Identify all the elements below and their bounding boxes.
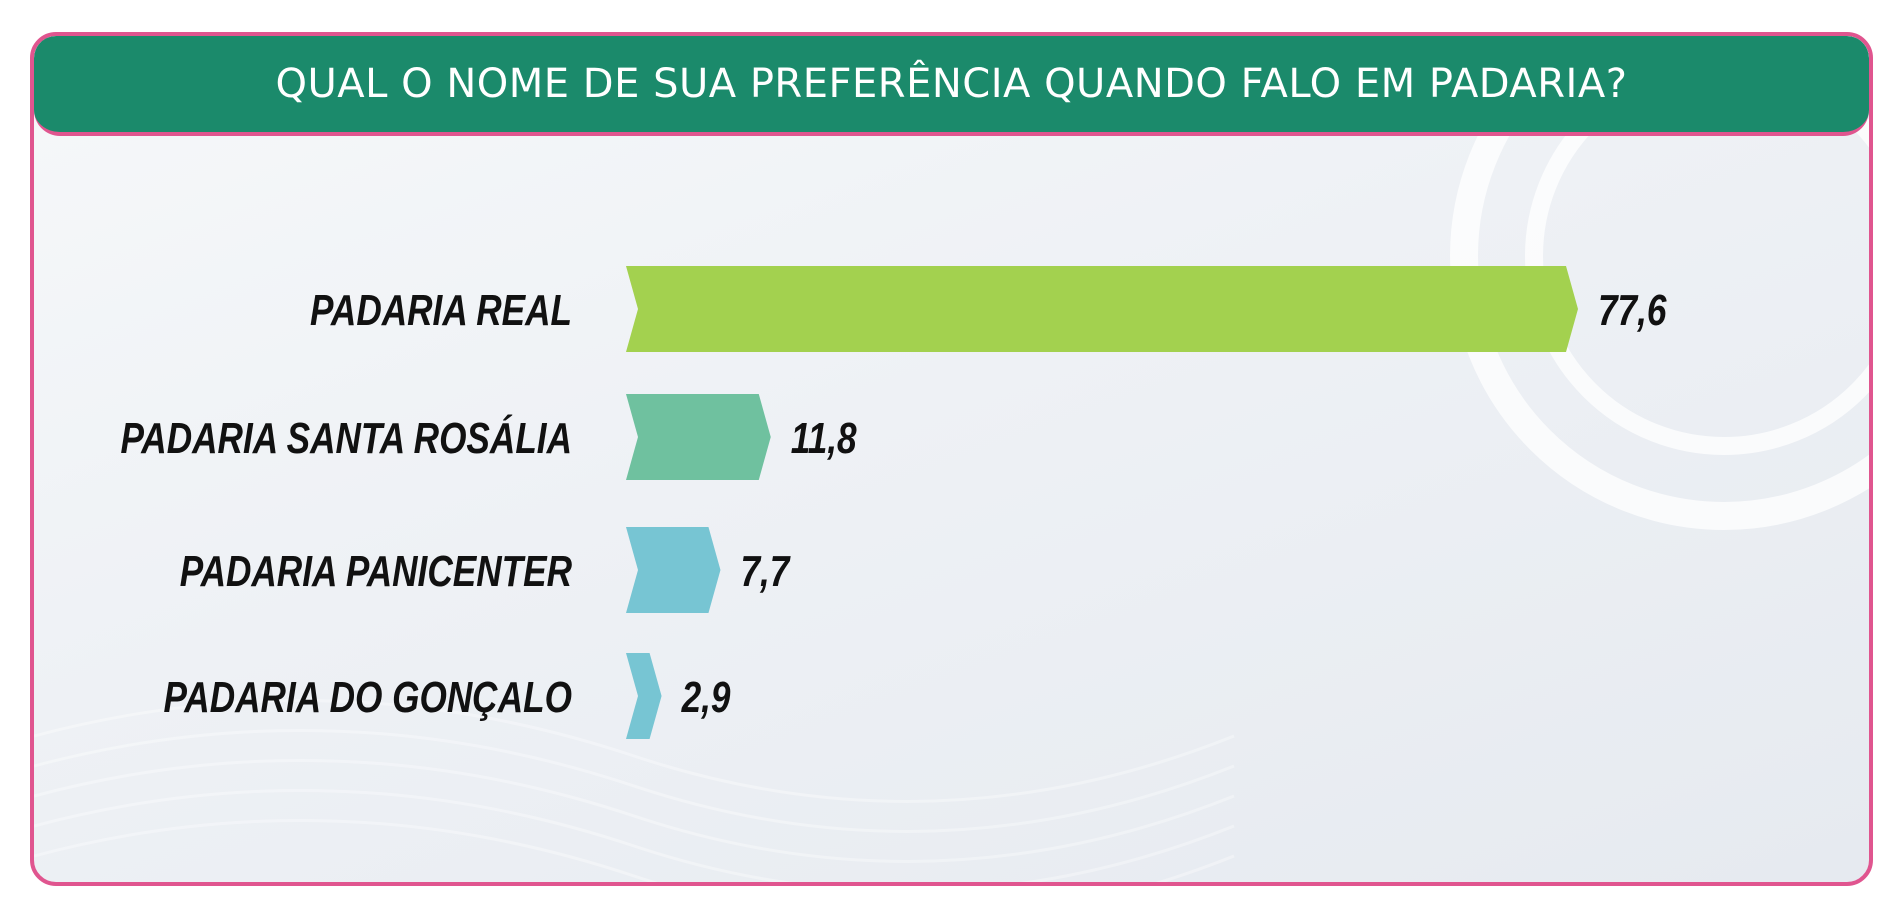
bar-3 — [626, 527, 721, 613]
value-label: 11,8 — [791, 414, 858, 463]
bar-2 — [626, 394, 771, 480]
value-label: 7,7 — [740, 547, 791, 596]
chart-title: QUAL O NOME DE SUA PREFERÊNCIA QUANDO FA… — [275, 61, 1628, 107]
chart-card: QUAL O NOME DE SUA PREFERÊNCIA QUANDO FA… — [30, 32, 1873, 886]
value-label: 77,6 — [1598, 286, 1667, 335]
value-label: 2,9 — [681, 673, 731, 722]
bar-4 — [626, 653, 662, 739]
category-label: PADARIA SANTA ROSÁLIA — [120, 413, 572, 463]
category-label: PADARIA REAL — [310, 286, 572, 335]
category-label: PADARIA DO GONÇALO — [163, 673, 572, 722]
category-label: PADARIA PANICENTER — [180, 547, 572, 596]
bar-chart: PADARIA REAL 77,6 PADARIA SANTA ROSÁLIA 11,… — [120, 266, 1667, 739]
chart-header: QUAL O NOME DE SUA PREFERÊNCIA QUANDO FA… — [34, 36, 1869, 136]
bar-1 — [626, 266, 1578, 352]
